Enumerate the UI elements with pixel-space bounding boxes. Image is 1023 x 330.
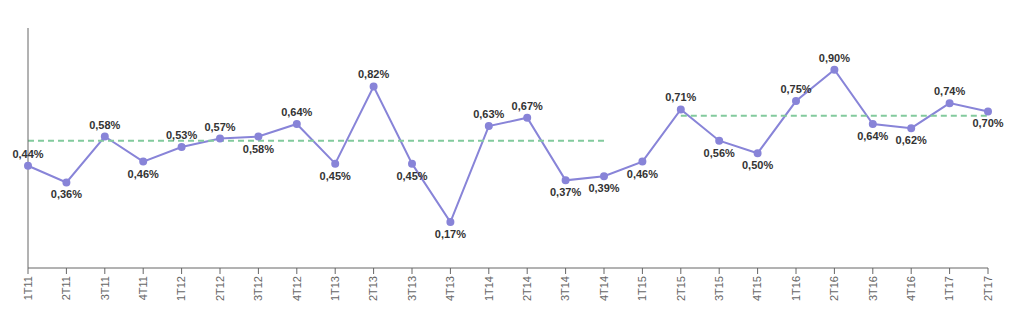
svg-text:0,37%: 0,37% <box>550 186 581 198</box>
svg-text:1T11: 1T11 <box>22 276 34 300</box>
svg-text:3T14: 3T14 <box>559 276 571 301</box>
svg-text:4T15: 4T15 <box>751 276 763 301</box>
svg-text:1T17: 1T17 <box>943 276 955 301</box>
svg-text:4T16: 4T16 <box>905 276 917 301</box>
svg-text:3T12: 3T12 <box>252 276 264 301</box>
svg-text:0,17%: 0,17% <box>435 228 466 240</box>
svg-text:0,70%: 0,70% <box>972 117 1003 129</box>
svg-text:2T15: 2T15 <box>675 276 687 301</box>
svg-text:2T11: 2T11 <box>60 276 72 300</box>
svg-text:4T11: 4T11 <box>137 276 149 300</box>
svg-text:3T13: 3T13 <box>406 276 418 301</box>
svg-text:0,71%: 0,71% <box>665 91 696 103</box>
svg-text:0,74%: 0,74% <box>934 85 965 97</box>
svg-text:0,53%: 0,53% <box>166 129 197 141</box>
svg-text:2T13: 2T13 <box>367 276 379 301</box>
svg-text:0,57%: 0,57% <box>204 121 235 133</box>
svg-text:0,39%: 0,39% <box>588 182 619 194</box>
svg-text:0,67%: 0,67% <box>512 100 543 112</box>
svg-text:0,46%: 0,46% <box>128 168 159 180</box>
svg-text:0,64%: 0,64% <box>857 130 888 142</box>
svg-text:0,63%: 0,63% <box>473 108 504 120</box>
svg-text:0,62%: 0,62% <box>896 134 927 146</box>
svg-text:2T14: 2T14 <box>521 276 533 301</box>
svg-text:1T15: 1T15 <box>636 276 648 301</box>
svg-text:0,90%: 0,90% <box>819 52 850 64</box>
svg-text:1T14: 1T14 <box>483 276 495 301</box>
svg-text:0,58%: 0,58% <box>243 143 274 155</box>
svg-text:0,44%: 0,44% <box>12 148 43 160</box>
svg-text:1T13: 1T13 <box>329 276 341 301</box>
svg-text:0,46%: 0,46% <box>627 168 658 180</box>
svg-text:3T15: 3T15 <box>713 276 725 301</box>
svg-text:0,45%: 0,45% <box>320 170 351 182</box>
svg-text:0,82%: 0,82% <box>358 68 389 80</box>
svg-text:3T16: 3T16 <box>867 276 879 301</box>
svg-text:2T17: 2T17 <box>982 276 994 301</box>
svg-text:4T13: 4T13 <box>444 276 456 301</box>
svg-text:0,64%: 0,64% <box>281 106 312 118</box>
svg-text:4T12: 4T12 <box>291 276 303 301</box>
svg-text:4T14: 4T14 <box>598 276 610 301</box>
svg-text:0,56%: 0,56% <box>704 147 735 159</box>
svg-text:0,50%: 0,50% <box>742 159 773 171</box>
svg-text:1T16: 1T16 <box>790 276 802 301</box>
svg-text:2T12: 2T12 <box>214 276 226 301</box>
svg-text:2T16: 2T16 <box>828 276 840 301</box>
svg-text:1T12: 1T12 <box>175 276 187 301</box>
svg-text:0,45%: 0,45% <box>396 170 427 182</box>
svg-text:0,75%: 0,75% <box>780 83 811 95</box>
svg-text:0,58%: 0,58% <box>89 119 120 131</box>
svg-text:3T11: 3T11 <box>99 276 111 300</box>
svg-text:0,36%: 0,36% <box>51 188 82 200</box>
